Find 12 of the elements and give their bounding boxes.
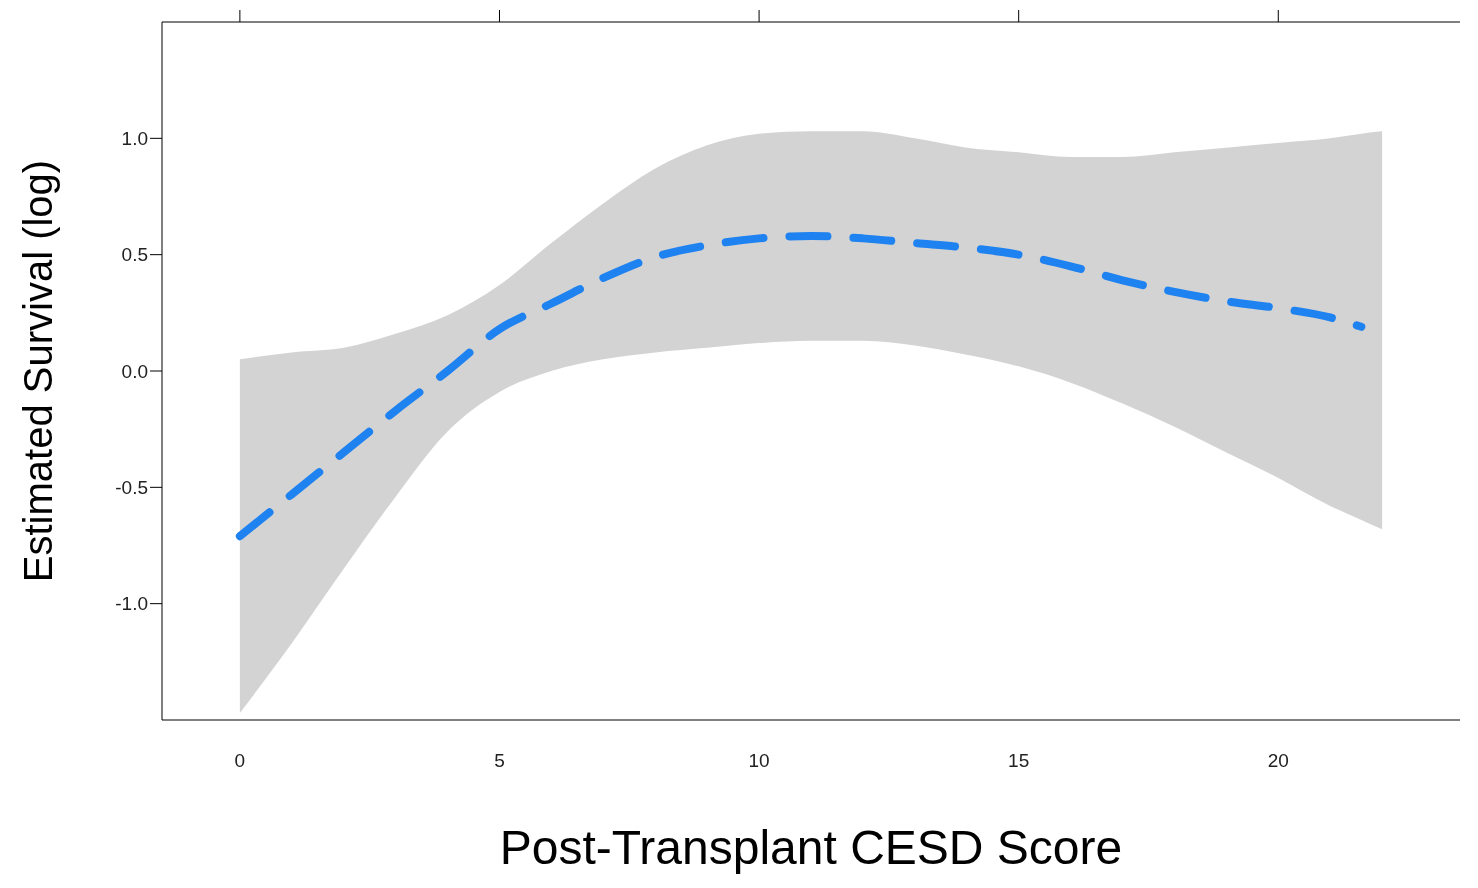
x-tick-label: 20 bbox=[1267, 750, 1289, 772]
x-tick-label: 10 bbox=[748, 750, 770, 772]
y-tick-label: 0.5 bbox=[121, 244, 148, 266]
x-tick-label: 5 bbox=[494, 750, 505, 772]
x-axis-title: Post-Transplant CESD Score bbox=[499, 821, 1123, 874]
y-tick-label: -0.5 bbox=[115, 477, 148, 499]
x-tick-label: 15 bbox=[1008, 750, 1030, 772]
y-axis-title: Estimated Survival (log) bbox=[16, 159, 61, 583]
y-tick-label: -1.0 bbox=[115, 593, 148, 615]
x-tick-label: 0 bbox=[234, 750, 246, 772]
y-tick-label: 0.0 bbox=[121, 360, 148, 382]
y-tick-label: 1.0 bbox=[121, 128, 148, 150]
